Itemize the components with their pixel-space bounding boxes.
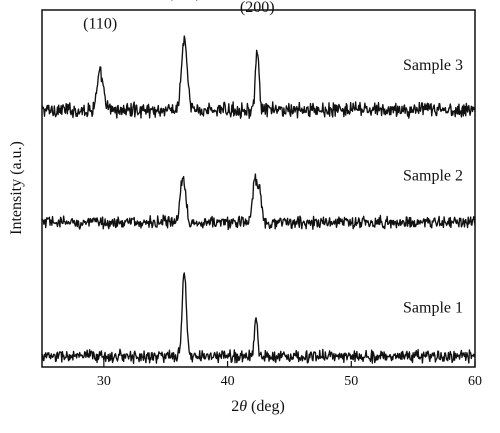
series-line — [41, 35, 476, 119]
x-tick-label: 40 — [221, 374, 235, 389]
labels-layer: Sample 3 Sample 2 Sample 1 (110) (111) (200) — [83, 0, 463, 316]
peak-label: (200) — [240, 0, 275, 16]
series-line — [41, 173, 476, 231]
series-label: Sample 2 — [403, 167, 463, 184]
x-axis-label-prefix: 2 — [231, 398, 239, 415]
series-label: Sample 1 — [403, 299, 463, 316]
series-layer — [41, 35, 476, 364]
y-axis-label: Intensity (a.u.) — [8, 141, 25, 235]
peak-label: (110) — [83, 15, 117, 32]
series-label: Sample 3 — [403, 57, 463, 74]
x-tick-label: 60 — [468, 374, 482, 389]
x-tick-label: 30 — [97, 374, 111, 389]
peak-label: (111) — [168, 0, 201, 2]
x-tick-label: 50 — [344, 374, 358, 389]
x-axis-label: 2θ (deg) — [231, 398, 285, 415]
x-axis-label-theta: θ — [239, 398, 247, 415]
x-axis-label-suffix: (deg) — [247, 398, 285, 415]
x-ticks: 30 40 50 60 — [97, 361, 482, 389]
series-line — [41, 272, 476, 364]
